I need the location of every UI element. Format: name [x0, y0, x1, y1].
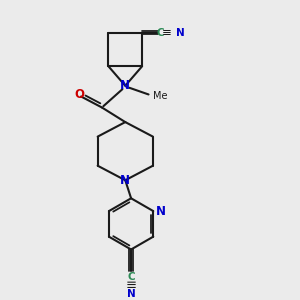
Text: O: O [74, 88, 84, 101]
Text: N: N [176, 28, 184, 38]
Text: N: N [156, 205, 166, 218]
Text: N: N [127, 289, 136, 299]
Text: N: N [120, 79, 130, 92]
Text: N: N [120, 174, 130, 187]
Text: ≡: ≡ [125, 279, 137, 292]
Text: ≡: ≡ [162, 26, 172, 39]
Text: Me: Me [153, 91, 167, 101]
Text: C: C [157, 28, 164, 38]
Text: C: C [127, 272, 135, 281]
